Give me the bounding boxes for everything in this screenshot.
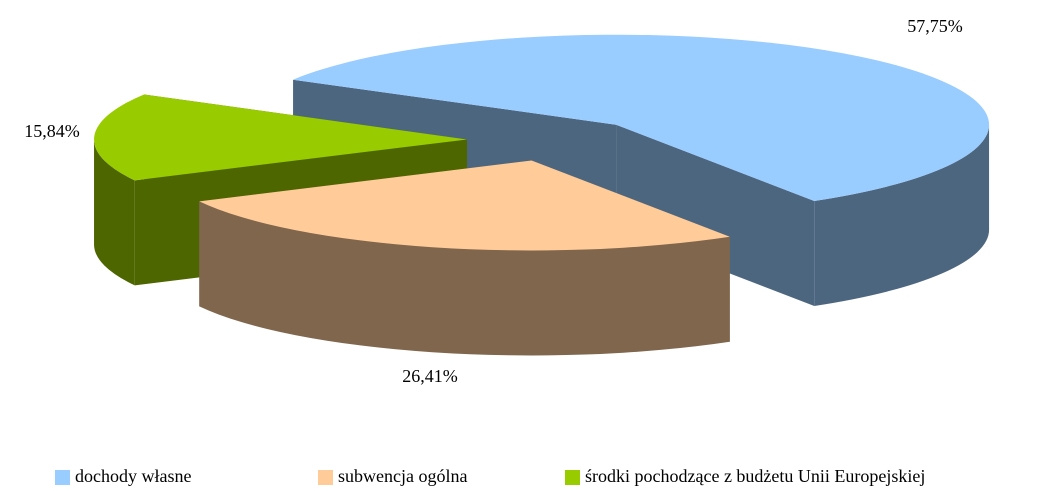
legend-label: dochody własne xyxy=(75,466,191,486)
data-label: 15,84% xyxy=(24,121,80,141)
slice-side xyxy=(616,124,815,306)
legend-swatch xyxy=(565,470,580,485)
legend-label: środki pochodzące z budżetu Unii Europej… xyxy=(585,466,925,486)
slice-top xyxy=(199,160,730,251)
slice-top xyxy=(94,94,468,181)
data-label: 57,75% xyxy=(907,16,963,36)
legend-swatch xyxy=(318,470,333,485)
legend-swatch xyxy=(55,470,70,485)
legend-label: subwencja ogólna xyxy=(338,466,467,486)
slice xyxy=(199,160,730,356)
slice-side xyxy=(199,201,730,356)
data-label: 26,41% xyxy=(402,366,458,386)
slice-side xyxy=(94,139,135,286)
slice-side xyxy=(814,124,990,306)
slice-top xyxy=(293,34,990,201)
